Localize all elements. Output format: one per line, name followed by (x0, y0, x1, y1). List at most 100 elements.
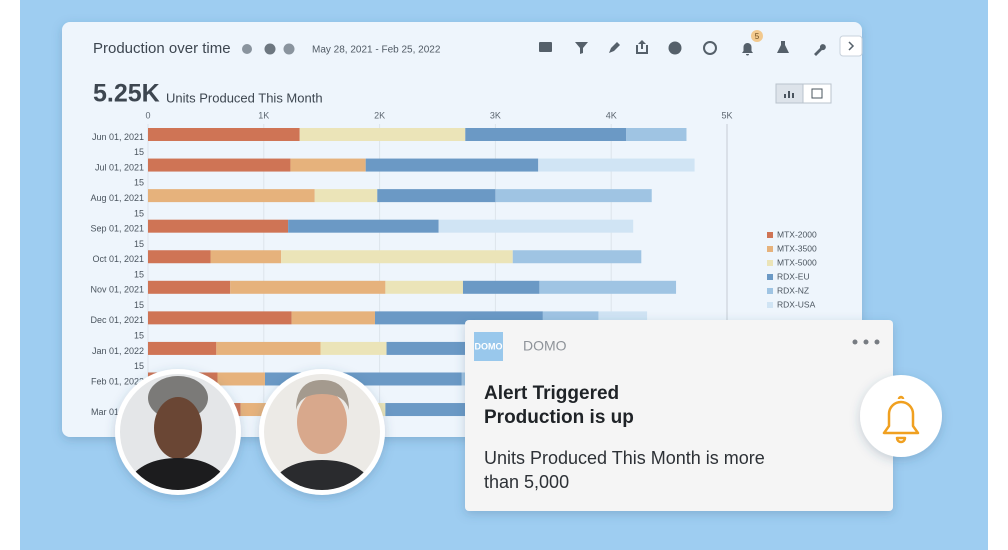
bar-segment (288, 219, 439, 233)
bar-segment (148, 128, 300, 141)
x-tick-label: 5K (721, 110, 732, 120)
kpi-label: Units Produced This Month (166, 90, 323, 105)
y-tick-label: Aug 01, 2021 (90, 193, 144, 203)
bar-segment (148, 250, 211, 264)
y-tick-label: 15 (134, 300, 144, 310)
x-tick-label: 3K (490, 110, 501, 120)
bar-segment (148, 280, 231, 294)
y-tick-label: 15 (134, 178, 144, 188)
logo-text: DOMO (475, 341, 503, 351)
legend-swatch (767, 288, 773, 294)
bar-segment (230, 280, 386, 294)
bar-icon (784, 91, 794, 98)
edit-icon[interactable] (609, 42, 620, 53)
date-range[interactable]: May 28, 2021 - Feb 25, 2022 (312, 45, 441, 56)
alert-brand: DOMO (523, 338, 567, 354)
bar-segment (148, 158, 291, 172)
badge-count: 5 (755, 32, 760, 41)
bar-segment (148, 311, 292, 325)
legend-label: MTX-3500 (777, 243, 817, 253)
alert-message: Units Produced This Month is more (484, 448, 765, 468)
y-tick-label: Sep 01, 2021 (90, 224, 144, 234)
y-tick-label: Feb 01, 2022 (91, 376, 144, 386)
verified-icon (242, 44, 252, 54)
expand-button[interactable] (839, 35, 863, 57)
alert-icon[interactable] (742, 43, 753, 56)
face (154, 397, 202, 459)
toolbar (539, 40, 826, 56)
goal-icon[interactable] (703, 41, 717, 55)
bar-segment (320, 341, 387, 355)
alert-bg (465, 320, 893, 511)
card-title: Production over time (93, 40, 231, 57)
bar-segment (512, 250, 642, 264)
y-tick-label: 15 (134, 269, 144, 279)
bar-segment (210, 250, 282, 264)
settings-icon[interactable] (814, 44, 826, 56)
legend-swatch (767, 260, 773, 266)
alert-title: Production is up (484, 407, 634, 428)
bar-segment (365, 158, 539, 172)
pie-icon[interactable] (668, 41, 682, 55)
owner-icon[interactable] (264, 43, 276, 55)
y-tick-label: Mar 01, 2022 (91, 407, 144, 417)
kpi-value: 5.25K (93, 80, 160, 108)
chevron (848, 41, 855, 51)
bar-segment (465, 128, 627, 141)
bar-segment (216, 341, 321, 355)
x-tick-label: 2K (374, 110, 385, 120)
avatar-2 (259, 369, 385, 495)
legend-swatch (767, 232, 773, 238)
alert-title: Alert Triggered (484, 383, 619, 404)
legend-label: RDX-USA (777, 299, 816, 309)
bell-circle (860, 375, 942, 457)
bar-segment (539, 280, 677, 294)
y-tick-label: 15 (134, 361, 144, 371)
comment-icon[interactable] (539, 42, 552, 52)
y-tick-label: Jun 01, 2021 (92, 132, 144, 142)
bar-segment (438, 219, 634, 233)
y-tick-label: 15 (134, 239, 144, 249)
bar-segment (148, 189, 315, 203)
y-tick-label: 15 (134, 331, 144, 341)
bar-segment (148, 341, 217, 355)
chart: 0 1K 2K 3K 4K 5K Jun 01, 2021 15 Jul 01, 2021 15 A… (90, 110, 817, 437)
bar-segment (495, 189, 652, 203)
lab-icon[interactable] (777, 41, 789, 53)
legend-label: MTX-2000 (777, 229, 817, 239)
logo (474, 332, 503, 361)
alert-message: than 5,000 (484, 472, 569, 492)
legend-label: RDX-NZ (777, 285, 809, 295)
y-tick-label: 15 (134, 147, 144, 157)
y-tick-label: Jul 01, 2021 (95, 162, 144, 172)
bar-segment (148, 219, 289, 233)
bell-badge (860, 375, 942, 457)
x-tick-label: 1K (258, 110, 269, 120)
legend-label: RDX-EU (777, 271, 810, 281)
share-icon[interactable] (636, 40, 648, 54)
bar-segment (217, 372, 265, 386)
bar-segment (299, 128, 466, 141)
face (297, 390, 347, 454)
y-tick-label: Dec 01, 2021 (90, 315, 144, 325)
bar-segment (281, 250, 513, 264)
y-tick-label: Jan 01, 2022 (92, 346, 144, 356)
badge (751, 30, 763, 42)
alert-card: DOMO DOMO Alert Triggered Production is … (465, 320, 893, 511)
more-menu[interactable] (852, 339, 880, 345)
legend-swatch (767, 274, 773, 280)
y-tick-label: Nov 01, 2021 (90, 285, 144, 295)
y-tick-label: Oct 01, 2021 (92, 254, 144, 264)
bar-segment (462, 280, 540, 294)
bar-segment (291, 311, 375, 325)
table-view-button[interactable] (802, 83, 832, 104)
table-icon (811, 88, 823, 99)
filter-icon[interactable] (575, 42, 588, 54)
y-tick-label: 15 (134, 208, 144, 218)
legend-label: MTX-5000 (777, 257, 817, 267)
legend-swatch (767, 246, 773, 252)
bar-segment (626, 128, 687, 141)
bell-icon (882, 395, 920, 444)
info-icon[interactable] (283, 43, 295, 55)
